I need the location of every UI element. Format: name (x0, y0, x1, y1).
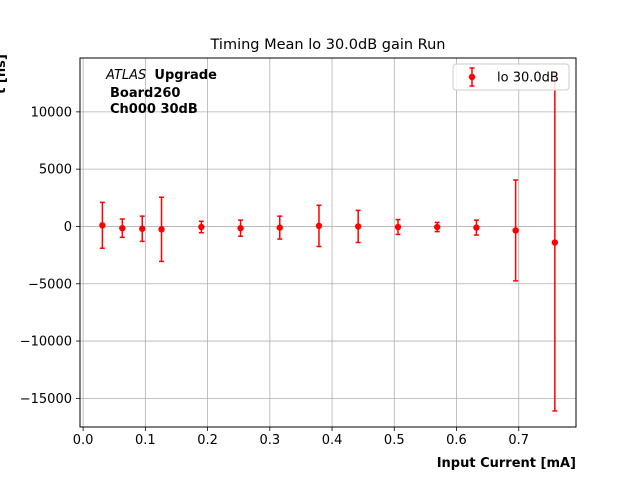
data-point (198, 220, 205, 234)
data-marker (354, 223, 362, 230)
data-marker (139, 225, 146, 232)
axis-ticks: 0.0 0.1 0.2 0.3 0.4 0.5 0.6 0.7 −15000 −10000 −500… (20, 105, 529, 448)
data-marker (551, 239, 559, 246)
y-axis-label: t [ns] (0, 54, 9, 94)
legend: lo 30.0dB (452, 63, 570, 91)
grid (80, 58, 576, 427)
data-point (158, 196, 165, 263)
data-point (139, 215, 146, 243)
y-tick-label: 5000 (39, 163, 72, 178)
upgrade-label: Upgrade (154, 68, 217, 83)
data-point (237, 219, 244, 237)
y-tick-label: 0 (64, 220, 72, 235)
x-tick-label: 0.1 (135, 433, 156, 448)
data-marker (99, 222, 106, 229)
x-tick-label: 0.7 (508, 433, 529, 448)
x-tick-label: 0.5 (384, 433, 405, 448)
data-marker (158, 226, 165, 233)
chart-title: Timing Mean lo 30.0dB gain Run (210, 37, 446, 53)
data-marker (237, 224, 244, 232)
y-tick-label: −5000 (28, 277, 72, 292)
data-marker (315, 222, 323, 230)
board-annotation: Board260 (110, 86, 180, 101)
data-point (99, 201, 106, 249)
data-marker (276, 224, 283, 231)
data-series (99, 73, 559, 412)
x-tick-label: 0.3 (259, 433, 280, 448)
data-point (276, 215, 283, 240)
y-tick-label: −15000 (20, 392, 72, 407)
data-marker (394, 223, 402, 231)
plot-frame (79, 57, 577, 428)
data-marker (198, 223, 205, 231)
x-tick-label: 0.6 (446, 433, 467, 448)
data-point (394, 218, 402, 236)
data-marker (119, 224, 126, 232)
atlas-label: ATLAS (105, 68, 146, 83)
data-point (119, 218, 126, 239)
x-axis-label: Input Current [mA] (437, 456, 576, 471)
x-tick-label: 0.2 (197, 433, 218, 448)
data-point (315, 204, 323, 248)
data-marker (434, 223, 441, 231)
x-tick-label: 0.4 (322, 433, 343, 448)
atlas-annotation: ATLAS Upgrade (105, 68, 217, 83)
data-point (434, 221, 441, 233)
legend-label: lo 30.0dB (497, 71, 559, 86)
data-marker (512, 227, 519, 234)
y-tick-label: −10000 (20, 335, 72, 350)
data-point (354, 209, 362, 244)
data-point (473, 219, 480, 236)
legend-box (452, 63, 570, 91)
legend-marker (468, 67, 476, 87)
x-tick-label: 0.0 (73, 433, 94, 448)
data-point (512, 179, 519, 282)
data-marker (473, 224, 480, 231)
channel-annotation: Ch000 30dB (110, 102, 198, 117)
y-tick-label: 10000 (31, 105, 72, 120)
